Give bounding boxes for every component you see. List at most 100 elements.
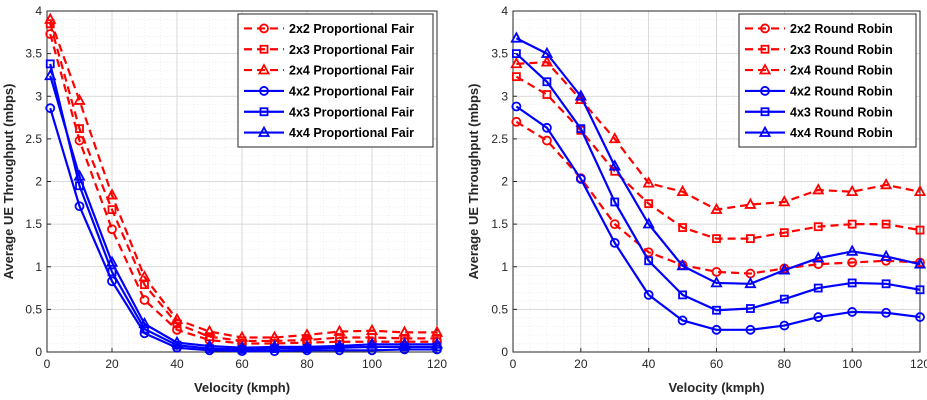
data-point bbox=[300, 340, 314, 352]
data-point bbox=[779, 228, 789, 238]
data-point bbox=[812, 251, 825, 263]
data-point bbox=[542, 90, 552, 99]
data-point bbox=[676, 259, 689, 271]
x-tick-label: 20 bbox=[574, 357, 588, 371]
data-point bbox=[540, 55, 554, 67]
data-point bbox=[398, 337, 411, 349]
y-tick-label: 4 bbox=[501, 4, 508, 18]
y-tick-label: 2.5 bbox=[25, 132, 42, 146]
data-point bbox=[846, 244, 859, 256]
data-point bbox=[575, 174, 586, 184]
data-point bbox=[813, 222, 823, 232]
data-point bbox=[170, 312, 184, 324]
legend-item: 2x2 Proportional Fair bbox=[244, 22, 414, 36]
data-point bbox=[75, 124, 84, 134]
legend-item: 4x2 Round Robin bbox=[745, 84, 893, 98]
data-point bbox=[813, 283, 823, 293]
data-point bbox=[610, 197, 620, 207]
x-tick-label: 100 bbox=[362, 357, 382, 371]
data-point bbox=[576, 124, 586, 134]
data-point bbox=[268, 340, 281, 352]
data-point bbox=[511, 116, 522, 127]
data-point bbox=[710, 202, 723, 214]
x-tick-label: 80 bbox=[778, 357, 792, 371]
y-tick-label: 2 bbox=[501, 175, 508, 189]
data-point bbox=[430, 325, 444, 337]
data-point bbox=[45, 59, 55, 69]
data-point bbox=[677, 315, 688, 326]
series-4x4-round-robin bbox=[510, 31, 927, 289]
series-line bbox=[49, 75, 437, 349]
data-point bbox=[510, 31, 523, 43]
y-tick-label: 1 bbox=[35, 260, 42, 274]
y-tick-label: 0 bbox=[35, 345, 42, 359]
series-line bbox=[49, 19, 437, 339]
data-point bbox=[398, 325, 411, 337]
legend-marker bbox=[259, 107, 269, 117]
series-4x4-proportional-fair bbox=[44, 68, 444, 353]
data-point bbox=[881, 219, 891, 229]
legend-label: 4x3 Proportional Fair bbox=[289, 105, 414, 119]
legend-marker bbox=[758, 63, 772, 75]
data-point bbox=[609, 219, 620, 230]
data-point bbox=[170, 335, 184, 347]
x-tick-label: 0 bbox=[510, 357, 517, 371]
legend: 2x2 Proportional Fair 2x3 Proportional Fa… bbox=[237, 13, 434, 148]
data-point bbox=[913, 184, 927, 197]
legend-marker bbox=[758, 125, 772, 137]
data-point bbox=[779, 294, 789, 304]
data-point bbox=[644, 199, 654, 209]
data-point bbox=[642, 176, 655, 188]
data-point bbox=[73, 169, 86, 181]
legend-label: 4x2 Round Robin bbox=[790, 84, 893, 98]
legend-label: 4x3 Round Robin bbox=[790, 105, 893, 119]
data-point bbox=[711, 266, 722, 277]
data-point bbox=[746, 304, 755, 313]
data-point bbox=[74, 201, 85, 212]
data-point bbox=[203, 339, 216, 351]
legend-marker bbox=[760, 23, 770, 34]
legend-item: 4x4 Proportional Fair bbox=[244, 125, 414, 140]
x-tick-label: 0 bbox=[44, 357, 51, 371]
x-axis-title: Velocity (kmph) bbox=[668, 380, 764, 395]
data-point bbox=[203, 324, 216, 336]
data-point bbox=[140, 324, 149, 334]
data-point bbox=[711, 324, 722, 335]
x-tick-label: 100 bbox=[842, 357, 862, 371]
series-line bbox=[515, 120, 921, 275]
chart-panel-1: 0 20 40 60 80 100 120 0 0.5 1 1.5 2 2.5 3 3.5 4 Velocity… bbox=[1, 4, 447, 395]
legend-label: 2x2 Round Robin bbox=[790, 22, 893, 36]
data-point bbox=[847, 307, 858, 317]
y-tick-label: 1.5 bbox=[25, 217, 42, 231]
legend-marker bbox=[259, 23, 269, 34]
legend-marker bbox=[259, 44, 269, 54]
data-point bbox=[73, 93, 86, 105]
chart-panel-2: 0 20 40 60 80 100 120 0 0.5 1 1.5 2 2.5 3 3.5 4 Velocity… bbox=[466, 4, 927, 395]
y-tick-label: 3.5 bbox=[491, 47, 508, 61]
data-point bbox=[745, 324, 756, 335]
legend: 2x2 Round Robin 2x3 Round Robin 2x4 Round … bbox=[738, 13, 917, 148]
y-tick-label: 1.5 bbox=[491, 217, 508, 231]
data-point bbox=[778, 195, 791, 207]
x-tick-label: 60 bbox=[235, 357, 249, 371]
x-tick-label: 80 bbox=[300, 357, 314, 371]
y-tick-label: 0.5 bbox=[25, 302, 42, 316]
data-point bbox=[608, 132, 621, 144]
data-point bbox=[609, 237, 620, 248]
legend-box bbox=[738, 13, 917, 148]
data-point bbox=[542, 122, 552, 133]
data-point bbox=[511, 49, 521, 59]
data-point bbox=[778, 263, 791, 275]
data-point bbox=[712, 305, 721, 315]
legend-box bbox=[237, 13, 434, 148]
legend-marker bbox=[257, 63, 271, 75]
y-tick-label: 3 bbox=[501, 89, 508, 103]
data-point bbox=[432, 333, 442, 343]
legend-item: 4x2 Proportional Fair bbox=[244, 84, 414, 98]
data-point bbox=[400, 333, 409, 343]
data-point bbox=[847, 219, 857, 229]
y-tick-label: 3.5 bbox=[25, 47, 42, 61]
data-point bbox=[678, 290, 687, 300]
x-tick-label: 120 bbox=[427, 357, 447, 371]
data-point bbox=[712, 234, 721, 244]
